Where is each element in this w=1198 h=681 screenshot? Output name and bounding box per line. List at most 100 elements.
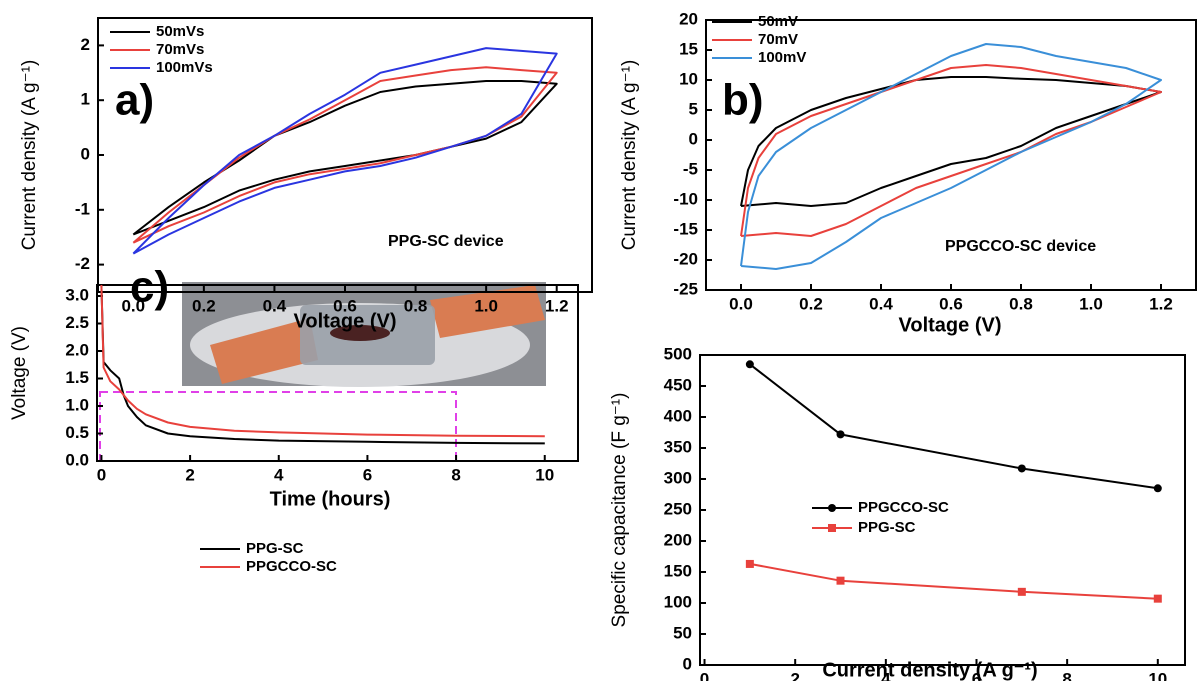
x-tick-label: 1.0	[474, 296, 498, 315]
y-tick-label: 450	[664, 375, 692, 394]
y-axis-title: Voltage (V)	[9, 326, 30, 420]
x-axis-title: Voltage (V)	[294, 310, 397, 332]
x-tick-label: 0.4	[263, 296, 287, 315]
y-tick-label: 0	[689, 129, 698, 148]
legend-label: 100mV	[758, 49, 806, 66]
x-tick-label: 0.8	[404, 296, 428, 315]
series-line	[132, 80, 558, 236]
y-tick-label: 0	[683, 654, 692, 673]
legend-label: 50mVs	[156, 23, 204, 40]
series-line	[132, 47, 558, 255]
legend-label: 50mV	[758, 13, 798, 30]
y-tick-label: 2	[81, 35, 90, 54]
y-tick-label: 1.0	[65, 395, 89, 414]
y-tick-label: 5	[689, 99, 698, 118]
x-tick-label: 0.6	[939, 294, 963, 313]
x-tick-label: 0.2	[192, 296, 216, 315]
y-tick-label: -2	[75, 254, 90, 273]
x-tick-label: 1.2	[1149, 294, 1173, 313]
legend-label: 70mV	[758, 31, 798, 48]
x-tick-label: 10	[535, 465, 554, 484]
x-tick-label: 4	[274, 465, 284, 484]
x-tick-label: 1.0	[1079, 294, 1103, 313]
y-tick-label: -10	[673, 189, 698, 208]
x-axis-title: Voltage (V)	[899, 314, 1002, 336]
y-tick-label: 350	[664, 437, 692, 456]
series-line	[740, 64, 1162, 237]
y-tick-label: 15	[679, 39, 698, 58]
x-tick-label: 6	[972, 669, 981, 681]
y-tick-label: 2.5	[65, 313, 89, 332]
panel-label: a)	[115, 76, 154, 125]
y-tick-label: -25	[673, 279, 698, 298]
y-tick-label: 500	[664, 344, 692, 363]
x-tick-label: 0	[97, 465, 106, 484]
y-tick-label: 20	[679, 9, 698, 28]
y-tick-label: 400	[664, 406, 692, 425]
series-line	[100, 284, 545, 438]
y-tick-label: 0.5	[65, 423, 89, 442]
x-tick-label: 0.6	[333, 296, 357, 315]
x-tick-label: 0.8	[1009, 294, 1033, 313]
point	[836, 430, 845, 439]
point	[836, 576, 845, 585]
x-tick-label: 8	[1062, 669, 1071, 681]
y-tick-label: 0	[81, 144, 90, 163]
legend-label: PPG-SC	[246, 540, 304, 557]
y-tick-label: -5	[683, 159, 698, 178]
y-tick-label: 1.5	[65, 368, 89, 387]
y-tick-label: -15	[673, 219, 698, 238]
point	[745, 360, 754, 369]
legend-marker	[828, 524, 836, 532]
series-line	[749, 363, 1158, 490]
point	[1153, 484, 1162, 493]
x-tick-label: 0.4	[869, 294, 893, 313]
chart-panel: 0.0 0.2 0.4 0.6 0.8 1.0 1.2 -2 -1 0 1 2 Voltage (V) C…	[19, 17, 593, 332]
x-axis-title: Time (hours)	[270, 488, 391, 510]
series-line	[100, 284, 545, 445]
series-line	[749, 562, 1158, 600]
y-tick-label: 10	[679, 69, 698, 88]
plot-frame	[96, 284, 579, 462]
y-tick-label: 3.0	[65, 285, 89, 304]
y-tick-label: 1	[81, 90, 90, 109]
x-tick-label: 0.0	[121, 296, 145, 315]
x-tick-label: 2	[790, 669, 799, 681]
panel-label: b)	[722, 76, 764, 125]
y-tick-label: 250	[664, 499, 692, 518]
y-tick-label: 300	[664, 468, 692, 487]
chart-panel: 0 2 4 6 8 10 0.0 0.5 1.0 1.5 2.0 2.5 3.0 Time (hours)…	[9, 263, 579, 575]
legend-label: 100mVs	[156, 59, 213, 76]
y-tick-label: 200	[664, 530, 692, 549]
x-tick-label: 0	[700, 669, 709, 681]
point	[1153, 594, 1162, 603]
x-tick-label: 1.2	[545, 296, 569, 315]
y-tick-label: 0.0	[65, 450, 89, 469]
x-tick-label: 2	[185, 465, 194, 484]
y-tick-label: 100	[664, 592, 692, 611]
y-tick-label: 50	[673, 623, 692, 642]
legend-label: 70mVs	[156, 41, 204, 58]
x-axis-title: Current density (A g⁻¹)	[822, 659, 1037, 681]
series-line	[740, 43, 1162, 270]
panel-label: c)	[130, 263, 169, 312]
chart-panel: 0 2 4 6 8 10050100150200250300350400450500Cur…	[609, 344, 1186, 681]
point	[1017, 587, 1026, 596]
point	[1017, 464, 1026, 473]
x-tick-label: 10	[1148, 669, 1167, 681]
y-axis-title: Specific capacitance (F g⁻¹)	[609, 393, 630, 628]
annotation: PPGCCO-SC device	[945, 238, 1096, 255]
series-line	[740, 76, 1162, 207]
chart-panel: 0.0 0.2 0.4 0.6 0.8 1.0 1.2 -25 -20 -15 -10 -5 0 5 10 1…	[619, 9, 1197, 336]
point	[745, 559, 754, 568]
x-tick-label: 0.0	[729, 294, 753, 313]
y-axis-title: Current density (A g⁻¹)	[19, 60, 40, 251]
x-tick-label: 8	[451, 465, 460, 484]
annotation: PPG-SC device	[388, 233, 504, 250]
legend-label: PPG-SC	[858, 519, 916, 536]
y-axis-title: Current density (A g⁻¹)	[619, 60, 640, 251]
x-tick-label: 6	[363, 465, 372, 484]
x-tick-label: 0.2	[799, 294, 823, 313]
x-tick-label: 4	[881, 669, 891, 681]
